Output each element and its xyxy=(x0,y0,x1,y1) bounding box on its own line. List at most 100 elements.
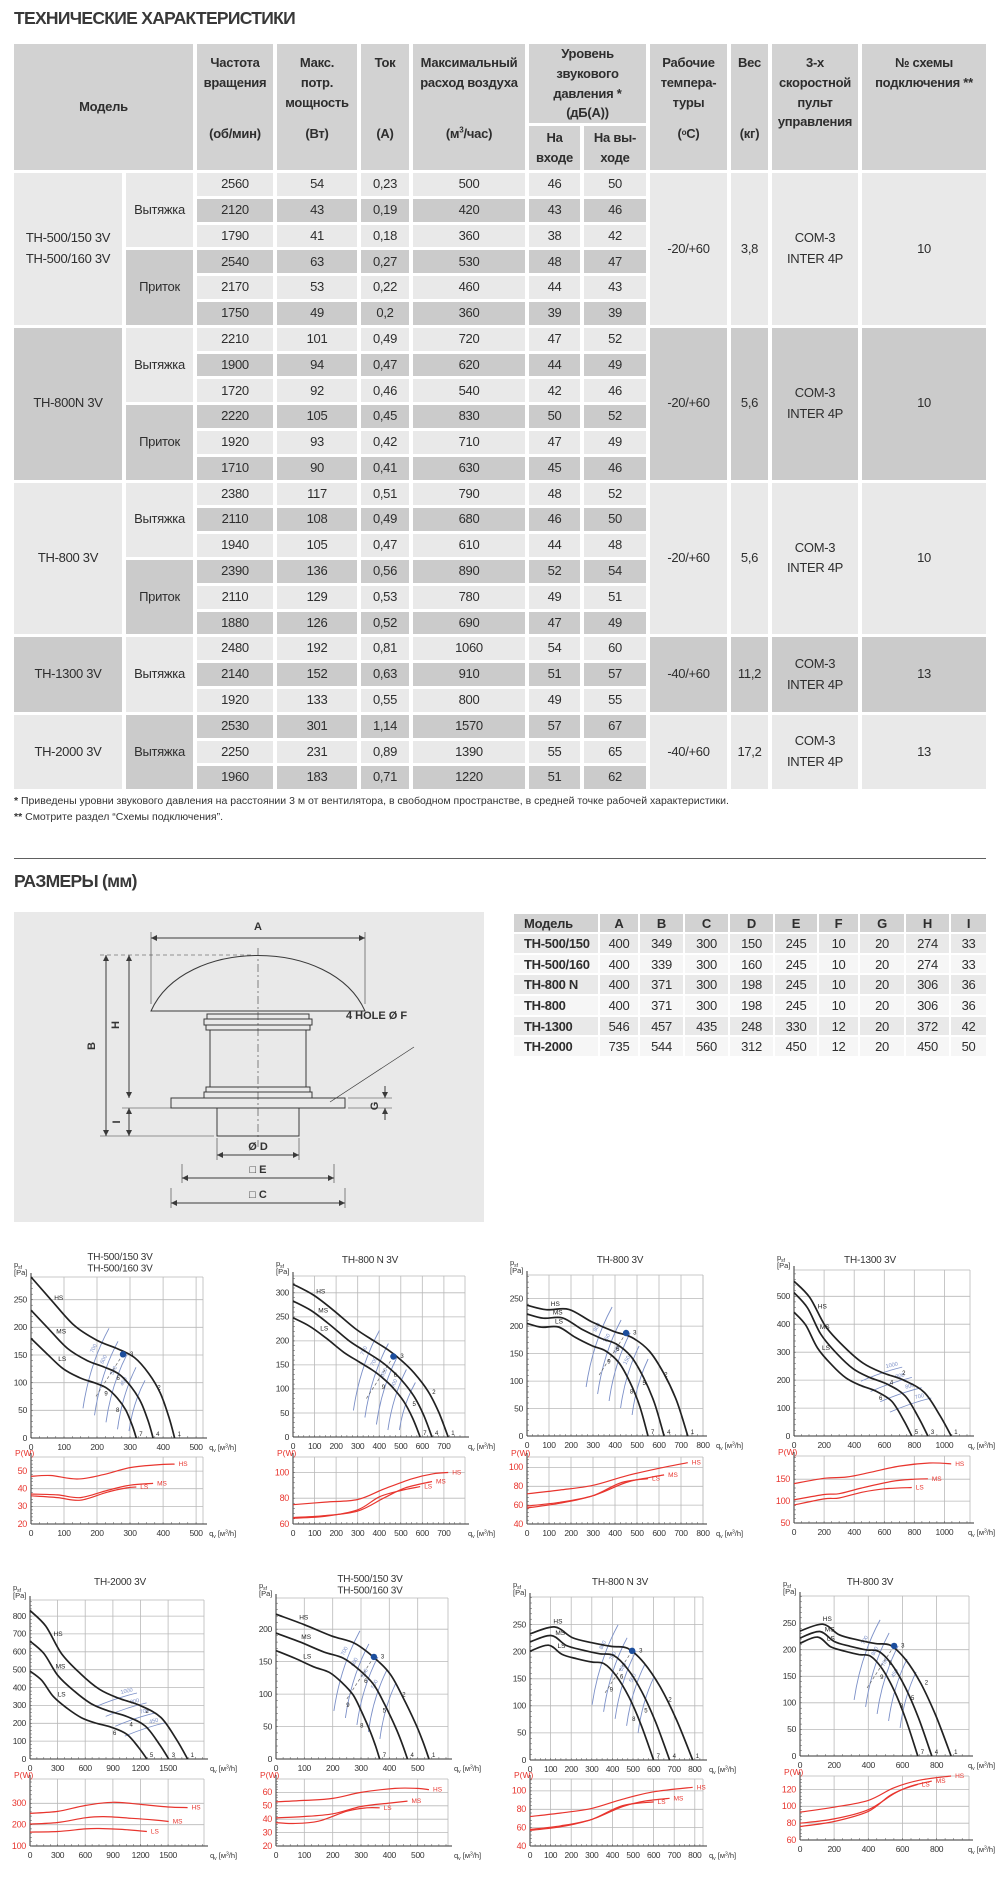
svg-text:100: 100 xyxy=(298,1763,312,1773)
svg-text:600: 600 xyxy=(652,1440,666,1450)
svg-text:3: 3 xyxy=(172,1753,176,1759)
svg-text:qv [м3/h]: qv [м3/h] xyxy=(209,1443,236,1454)
svg-text:250: 250 xyxy=(510,1293,524,1303)
svg-text:LS: LS xyxy=(58,1692,67,1699)
svg-text:150: 150 xyxy=(259,1656,273,1666)
svg-text:300: 300 xyxy=(276,1288,290,1298)
svg-text:TH-800 N 3V: TH-800 N 3V xyxy=(342,1255,399,1266)
svg-text:4: 4 xyxy=(673,1754,677,1760)
svg-text:MS: MS xyxy=(932,1476,942,1483)
svg-text:6: 6 xyxy=(616,1347,620,1353)
svg-text:100: 100 xyxy=(13,1736,27,1746)
svg-text:600: 600 xyxy=(896,1844,910,1854)
svg-text:100: 100 xyxy=(12,1841,26,1851)
svg-text:P(W): P(W) xyxy=(15,1448,35,1458)
svg-text:LS: LS xyxy=(922,1781,931,1788)
svg-text:300: 300 xyxy=(351,1528,365,1538)
svg-text:MS: MS xyxy=(553,1310,563,1317)
svg-text:250: 250 xyxy=(783,1618,797,1628)
svg-text:3: 3 xyxy=(633,1331,637,1337)
svg-text:120: 120 xyxy=(782,1784,796,1794)
svg-text:50: 50 xyxy=(781,1518,791,1528)
svg-text:750: 750 xyxy=(609,1651,619,1662)
svg-text:80: 80 xyxy=(517,1804,527,1814)
svg-text:800: 800 xyxy=(696,1528,710,1538)
svg-text:MS: MS xyxy=(318,1307,328,1314)
svg-text:800: 800 xyxy=(871,1646,881,1657)
svg-text:100: 100 xyxy=(542,1528,556,1538)
svg-text:400: 400 xyxy=(156,1528,170,1538)
svg-text:400: 400 xyxy=(608,1440,622,1450)
svg-text:200: 200 xyxy=(564,1528,578,1538)
svg-text:HS: HS xyxy=(54,1295,64,1302)
svg-text:LS: LS xyxy=(58,1356,67,1363)
svg-text:MS: MS xyxy=(674,1795,684,1802)
svg-text:qv [м3/h]: qv [м3/h] xyxy=(210,1764,237,1775)
svg-text:1200: 1200 xyxy=(132,1763,150,1773)
svg-text:9: 9 xyxy=(346,1703,350,1709)
svg-text:HS: HS xyxy=(179,1461,189,1468)
svg-text:400: 400 xyxy=(613,1344,623,1355)
svg-text:4 HOLE Ø F: 4 HOLE Ø F xyxy=(346,1010,407,1022)
svg-text:9: 9 xyxy=(382,1385,386,1391)
svg-text:50: 50 xyxy=(280,1408,289,1418)
svg-text:600: 600 xyxy=(652,1528,666,1538)
svg-text:TH-800 N 3V: TH-800 N 3V xyxy=(592,1577,649,1588)
svg-text:LS: LS xyxy=(558,1643,567,1650)
svg-text:MS: MS xyxy=(936,1778,946,1785)
svg-text:200: 200 xyxy=(13,1718,27,1728)
svg-text:300: 300 xyxy=(586,1440,600,1450)
svg-text:500: 500 xyxy=(411,1850,425,1860)
svg-text:LS: LS xyxy=(320,1326,329,1333)
svg-text:200: 200 xyxy=(259,1624,273,1634)
svg-text:200: 200 xyxy=(827,1760,841,1770)
svg-text:0: 0 xyxy=(285,1432,290,1442)
svg-text:700: 700 xyxy=(668,1764,682,1774)
svg-text:100: 100 xyxy=(259,1689,273,1699)
svg-text:P(W): P(W) xyxy=(277,1448,297,1458)
svg-text:500: 500 xyxy=(394,1528,408,1538)
svg-text:TH-1300 3V: TH-1300 3V xyxy=(844,1255,896,1266)
svg-text:600: 600 xyxy=(878,1440,892,1450)
svg-text:0: 0 xyxy=(792,1527,797,1537)
svg-text:1: 1 xyxy=(696,1754,700,1760)
svg-text:600: 600 xyxy=(416,1528,430,1538)
svg-text:60: 60 xyxy=(514,1500,524,1510)
svg-text:1000: 1000 xyxy=(936,1527,954,1537)
svg-text:150: 150 xyxy=(623,1355,633,1366)
svg-text:5: 5 xyxy=(383,1709,387,1715)
svg-text:400: 400 xyxy=(848,1440,862,1450)
svg-text:250: 250 xyxy=(513,1619,527,1629)
svg-text:6: 6 xyxy=(394,1373,398,1379)
svg-text:600: 600 xyxy=(390,1378,400,1389)
svg-text:LS: LS xyxy=(555,1319,564,1326)
svg-text:800: 800 xyxy=(688,1850,702,1860)
svg-text:800: 800 xyxy=(908,1527,922,1537)
svg-text:800: 800 xyxy=(930,1760,944,1770)
svg-text:500: 500 xyxy=(394,1441,408,1451)
svg-text:250: 250 xyxy=(14,1295,28,1305)
svg-text:700: 700 xyxy=(13,1629,27,1639)
svg-text:P(W): P(W) xyxy=(784,1767,804,1777)
svg-text:LS: LS xyxy=(827,1635,836,1642)
svg-text:0: 0 xyxy=(528,1764,533,1774)
svg-text:0: 0 xyxy=(268,1754,273,1764)
svg-text:500: 500 xyxy=(626,1850,640,1860)
svg-text:LS: LS xyxy=(822,1345,831,1352)
svg-text:□ E: □ E xyxy=(249,1164,266,1176)
svg-text:400: 400 xyxy=(608,1528,622,1538)
svg-text:150: 150 xyxy=(776,1474,790,1484)
svg-text:40: 40 xyxy=(263,1814,273,1824)
svg-text:40: 40 xyxy=(517,1841,527,1851)
svg-text:psf: psf xyxy=(513,1580,522,1591)
svg-text:qv [м3/h]: qv [м3/h] xyxy=(454,1764,481,1775)
svg-text:6: 6 xyxy=(620,1675,624,1681)
svg-text:8: 8 xyxy=(900,1704,904,1710)
svg-text:□ C: □ C xyxy=(249,1189,267,1201)
svg-text:0: 0 xyxy=(525,1528,530,1538)
svg-text:400: 400 xyxy=(777,1319,791,1329)
svg-text:800: 800 xyxy=(696,1440,710,1450)
svg-text:800: 800 xyxy=(688,1764,702,1774)
svg-text:5: 5 xyxy=(911,1696,915,1702)
svg-text:HS: HS xyxy=(54,1631,64,1638)
